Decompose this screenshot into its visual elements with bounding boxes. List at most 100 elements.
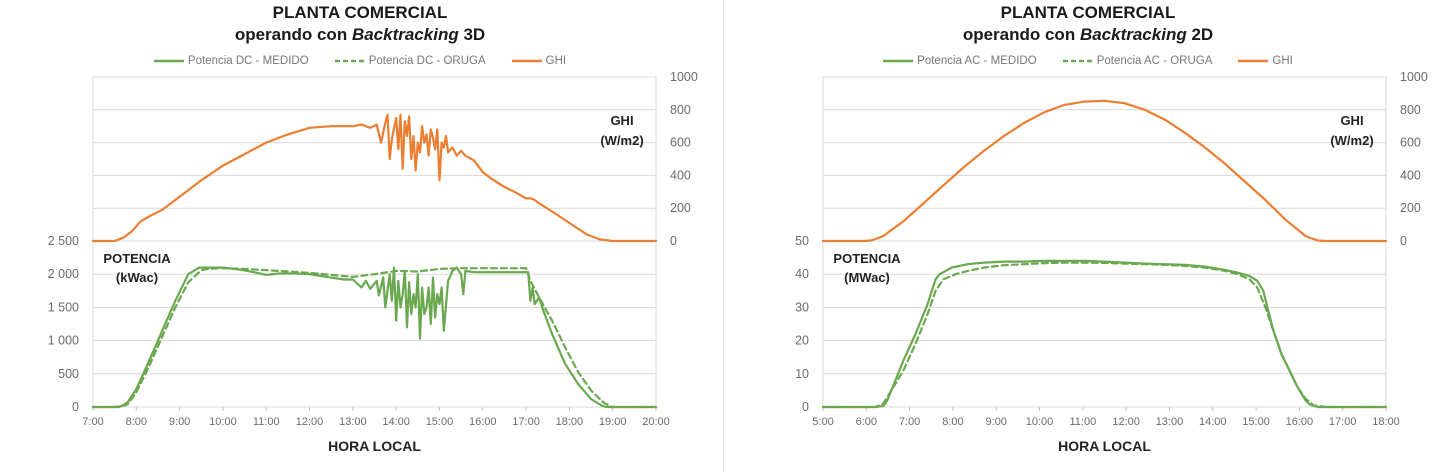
right-axis-tick-label: 200 (670, 201, 691, 215)
plot-frame (822, 76, 1387, 408)
subtitle-prefix: operando con (234, 25, 352, 44)
subtitle-suffix: 2D (1186, 25, 1214, 44)
right-axis-tick-label: 1000 (1400, 70, 1428, 84)
right-axis-tick-label: 800 (670, 103, 691, 117)
x-tick-label: 18:00 (1372, 416, 1400, 428)
left-axis-label-line2: (kWac) (116, 270, 158, 285)
x-tick-label: 13:00 (1156, 416, 1184, 428)
left-axis-tick-label: 2 000 (48, 267, 79, 281)
subtitle-suffix: 3D (458, 25, 486, 44)
legend-dashed-green-swatch (334, 59, 365, 63)
legend-label: GHI (1272, 55, 1293, 67)
right-axis-tick-label: 1000 (670, 70, 698, 84)
x-tick-label: 12:00 (1112, 416, 1140, 428)
right-axis-label-line1: GHI (1340, 113, 1363, 128)
x-tick-label: 7:00 (82, 416, 103, 428)
series-line-potencia-ac-oruga (821, 261, 1388, 409)
right-axis-label-line2: (W/m2) (600, 133, 643, 148)
x-tick-label: 16:00 (469, 416, 497, 428)
legend-item-ghi: GHI (511, 55, 567, 67)
right-axis-tick-label: 600 (670, 136, 691, 150)
x-tick-label: 15:00 (426, 416, 454, 428)
right-axis-tick-label: 800 (1400, 103, 1421, 117)
left-axis-tick-label: 1 500 (48, 300, 79, 314)
x-tick-label: 8:00 (942, 416, 963, 428)
legend-label: Potencia DC - ORUGA (368, 55, 486, 67)
x-tick-label: 7:00 (899, 416, 920, 428)
legend-orange-swatch (1238, 59, 1269, 63)
left-axis-label-line1: POTENCIA (103, 251, 171, 266)
chart-title: PLANTA COMERCIAL (272, 3, 448, 22)
left-axis-tick-label: 20 (795, 334, 809, 348)
right-axis-tick-label: 0 (670, 234, 677, 248)
subtitle-italic: Backtracking (1079, 25, 1187, 44)
x-axis-label: HORA LOCAL (1058, 438, 1151, 454)
x-axis-label: HORA LOCAL (328, 438, 421, 454)
right-axis-tick-label: 600 (1400, 136, 1421, 150)
left-axis-tick-label: 500 (58, 367, 79, 381)
right-axis-tick-label: 400 (670, 168, 691, 182)
legend-item-oruga: Potencia DC - ORUGA (334, 55, 486, 67)
chart-legend: Potencia DC - MEDIDO Potencia DC - ORUGA… (0, 55, 720, 67)
left-axis-tick-label: 10 (795, 367, 809, 381)
plot-area: 0 200 400 600 800 1000 0 10 20 30 40 50 5:00 6:00 7:00… (795, 70, 1428, 454)
x-tick-label: 9:00 (986, 416, 1007, 428)
legend-item-oruga: Potencia AC - ORUGA (1062, 55, 1213, 67)
x-tick-label: 13:00 (339, 416, 367, 428)
legend-label: Potencia AC - MEDIDO (917, 55, 1037, 67)
x-tick-label: 17:00 (1329, 416, 1357, 428)
series-line-potencia-dc-oruga (91, 267, 658, 409)
x-tick-label: 16:00 (1286, 416, 1314, 428)
legend-label: Potencia AC - ORUGA (1096, 55, 1213, 67)
left-axis-tick-label: 40 (795, 267, 809, 281)
legend-item-medido: Potencia AC - MEDIDO (883, 55, 1037, 67)
left-axis-tick-label: 30 (795, 300, 809, 314)
series-line-ghi (91, 113, 658, 243)
x-tick-label: 17:00 (512, 416, 540, 428)
left-axis-label-line1: POTENCIA (833, 251, 901, 266)
chart-subtitle: operando con Backtracking 3D (0, 24, 720, 46)
legend-label: Potencia DC - MEDIDO (187, 55, 309, 67)
x-tick-label: 14:00 (382, 416, 410, 428)
legend-item-ghi: GHI (1238, 55, 1293, 67)
legend-label: GHI (545, 55, 567, 67)
x-tick-label: 20:00 (642, 416, 670, 428)
x-tick-label: 9:00 (169, 416, 190, 428)
right-axis-label-line1: GHI (610, 113, 633, 128)
x-tick-label: 11:00 (253, 416, 280, 428)
left-axis-tick-label: 50 (795, 234, 809, 248)
chart-legend: Potencia AC - MEDIDO Potencia AC - ORUGA… (728, 55, 1448, 67)
x-tick-label: 12:00 (296, 416, 324, 428)
x-tick-label: 15:00 (1242, 416, 1270, 428)
x-tick-label: 6:00 (856, 416, 877, 428)
left-axis-tick-label: 1 000 (48, 334, 79, 348)
x-tick-label: 11:00 (1069, 416, 1096, 428)
x-tick-label: 10:00 (209, 416, 237, 428)
legend-orange-swatch (511, 59, 542, 63)
legend-solid-green-swatch (883, 59, 914, 63)
legend-item-medido: Potencia DC - MEDIDO (153, 55, 309, 67)
series-line-ghi (821, 99, 1388, 243)
panel-divider (723, 0, 724, 472)
left-axis-tick-label: 2 500 (48, 234, 79, 248)
right-axis-tick-label: 200 (1400, 201, 1421, 215)
x-tick-label: 8:00 (126, 416, 147, 428)
x-tick-label: 14:00 (1199, 416, 1227, 428)
right-axis-tick-label: 400 (1400, 168, 1421, 182)
subtitle-prefix: operando con (962, 25, 1080, 44)
x-tick-label: 19:00 (599, 416, 627, 428)
chart-left: PLANTA COMERCIAL operando con Backtracki… (0, 0, 720, 472)
series-line-potencia-ac-medido (821, 259, 1388, 409)
subtitle-italic: Backtracking (351, 25, 459, 44)
x-tick-label: 10:00 (1026, 416, 1054, 428)
legend-solid-green-swatch (153, 59, 184, 63)
chart-title: PLANTA COMERCIAL (1000, 3, 1176, 22)
right-axis-tick-label: 0 (1400, 234, 1407, 248)
chart-right: PLANTA COMERCIAL operando con Backtracki… (728, 0, 1448, 472)
left-axis-tick-label: 0 (72, 400, 79, 414)
right-axis-label-line2: (W/m2) (1330, 133, 1373, 148)
legend-dashed-green-swatch (1062, 59, 1093, 63)
left-axis-tick-label: 0 (802, 400, 809, 414)
chart-subtitle: operando con Backtracking 2D (728, 24, 1448, 46)
